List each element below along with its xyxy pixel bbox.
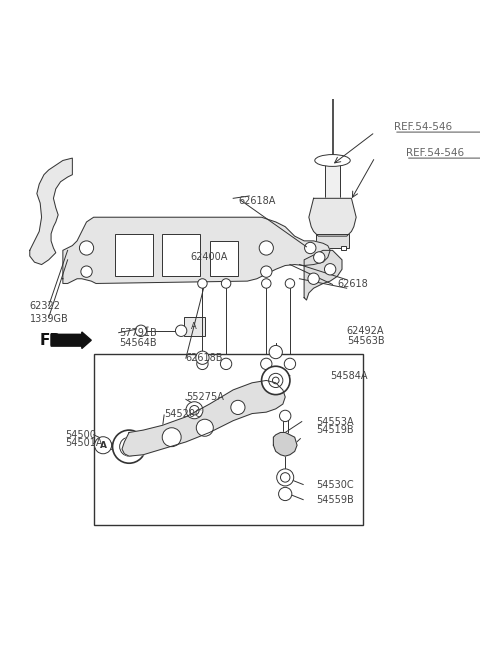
Bar xyxy=(162,234,200,276)
Bar xyxy=(317,246,322,250)
Circle shape xyxy=(269,346,282,359)
Circle shape xyxy=(231,401,245,415)
Circle shape xyxy=(308,273,319,285)
Circle shape xyxy=(313,252,325,263)
Bar xyxy=(183,317,205,336)
Text: 62322: 62322 xyxy=(30,301,61,311)
Circle shape xyxy=(197,358,208,370)
Text: 62492A: 62492A xyxy=(347,325,384,336)
Circle shape xyxy=(112,430,145,463)
Text: 62618B: 62618B xyxy=(186,353,223,363)
Text: A: A xyxy=(191,321,197,331)
Polygon shape xyxy=(122,380,285,456)
Circle shape xyxy=(120,437,139,456)
Circle shape xyxy=(135,325,146,336)
Polygon shape xyxy=(274,433,297,456)
Circle shape xyxy=(284,358,296,370)
Circle shape xyxy=(95,437,112,454)
Circle shape xyxy=(285,278,295,289)
FancyArrow shape xyxy=(51,332,91,348)
Bar xyxy=(94,354,363,525)
Circle shape xyxy=(259,241,274,255)
Circle shape xyxy=(125,443,133,450)
Text: 57791B: 57791B xyxy=(119,327,156,338)
Text: 1339GB: 1339GB xyxy=(30,314,69,324)
Circle shape xyxy=(276,469,294,486)
Text: 62618A: 62618A xyxy=(238,196,276,206)
Text: 54584A: 54584A xyxy=(330,371,368,381)
Circle shape xyxy=(176,325,187,336)
Circle shape xyxy=(186,402,203,419)
Circle shape xyxy=(278,487,292,501)
Text: FR.: FR. xyxy=(39,333,67,348)
Circle shape xyxy=(196,351,209,364)
Polygon shape xyxy=(30,158,72,264)
Bar xyxy=(341,246,346,250)
Circle shape xyxy=(221,278,231,289)
Polygon shape xyxy=(63,217,330,283)
Text: REF.54-546: REF.54-546 xyxy=(394,122,452,132)
Circle shape xyxy=(269,373,283,388)
Text: 55275A: 55275A xyxy=(186,392,224,402)
Circle shape xyxy=(280,472,290,482)
Circle shape xyxy=(261,266,272,277)
Text: 54563B: 54563B xyxy=(347,336,384,346)
Bar xyxy=(115,234,153,276)
Text: 54553A: 54553A xyxy=(316,417,354,427)
Text: 62400A: 62400A xyxy=(191,252,228,262)
Circle shape xyxy=(81,266,92,277)
Circle shape xyxy=(262,278,271,289)
Circle shape xyxy=(279,410,291,421)
Circle shape xyxy=(305,242,316,254)
Polygon shape xyxy=(304,250,342,300)
Circle shape xyxy=(198,278,207,289)
Text: REF.54-546: REF.54-546 xyxy=(406,148,464,158)
Circle shape xyxy=(262,366,290,395)
Bar xyxy=(325,163,340,199)
Text: 54559B: 54559B xyxy=(316,495,354,505)
Ellipse shape xyxy=(315,154,350,166)
Circle shape xyxy=(162,427,181,447)
Circle shape xyxy=(261,358,272,370)
Text: A: A xyxy=(99,441,107,450)
Text: 54564B: 54564B xyxy=(119,338,156,348)
Bar xyxy=(210,241,238,276)
Circle shape xyxy=(273,377,279,384)
Circle shape xyxy=(190,405,199,415)
Bar xyxy=(316,234,349,248)
Text: 54519B: 54519B xyxy=(316,425,354,435)
Circle shape xyxy=(80,241,94,255)
Circle shape xyxy=(196,419,213,436)
Text: 62618: 62618 xyxy=(337,279,368,289)
Text: 54520C: 54520C xyxy=(165,409,203,419)
Text: 54500: 54500 xyxy=(65,430,96,440)
Circle shape xyxy=(220,358,232,370)
Text: 54530C: 54530C xyxy=(316,480,354,490)
Circle shape xyxy=(324,264,336,275)
Polygon shape xyxy=(309,199,356,236)
Text: 54501A: 54501A xyxy=(65,438,103,448)
